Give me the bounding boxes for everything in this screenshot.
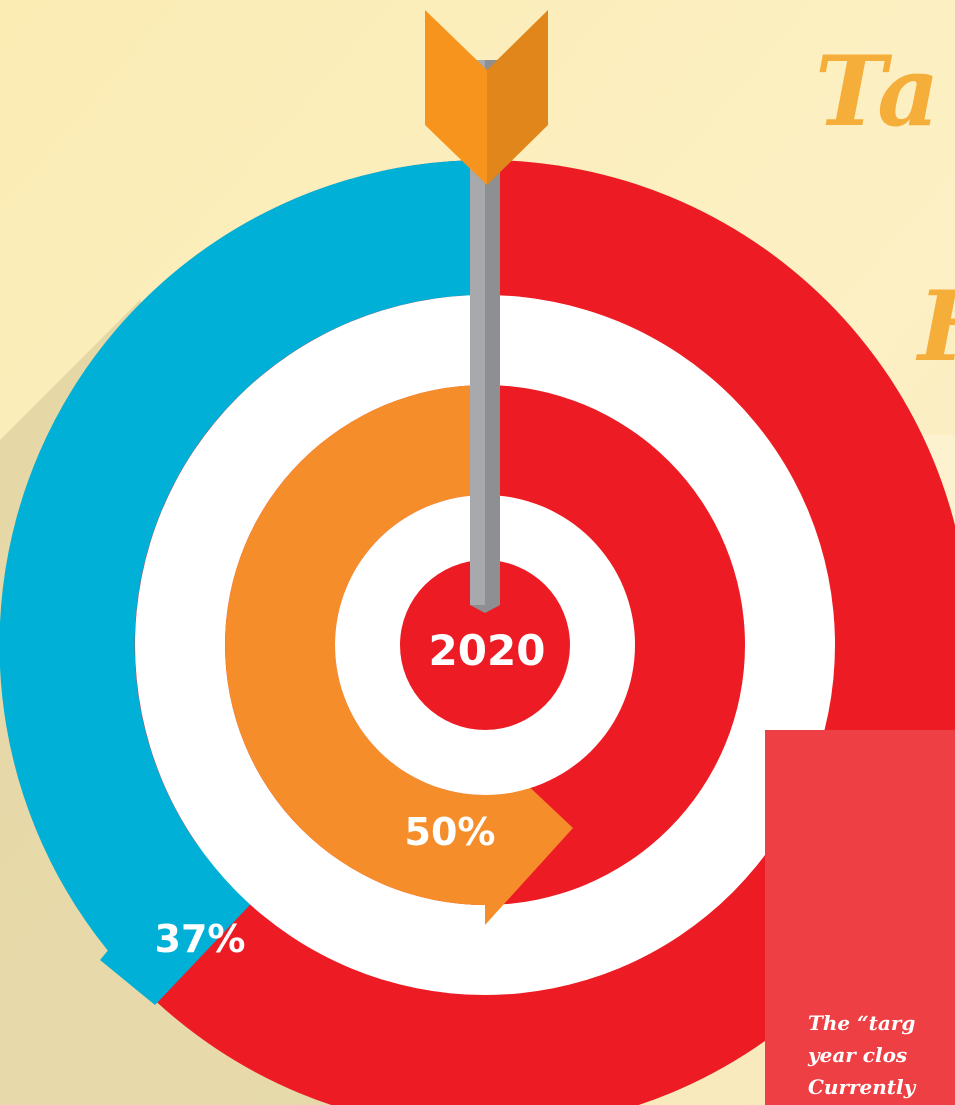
note-line: The “targ: [808, 1011, 915, 1035]
note-line: Currently: [808, 1075, 917, 1099]
inner-label: 50%: [405, 810, 496, 854]
infographic: 2020 50% 37% Ta F The “targ year clos Cu…: [0, 0, 955, 1105]
center-label: 2020: [429, 626, 546, 675]
subtitle: F: [915, 270, 955, 383]
title: Ta: [815, 35, 939, 148]
page: {"header": {"title": "Ta", "subtitle": "…: [0, 0, 955, 1105]
note-line: year clos: [807, 1043, 907, 1067]
outer-label: 37%: [155, 917, 246, 961]
